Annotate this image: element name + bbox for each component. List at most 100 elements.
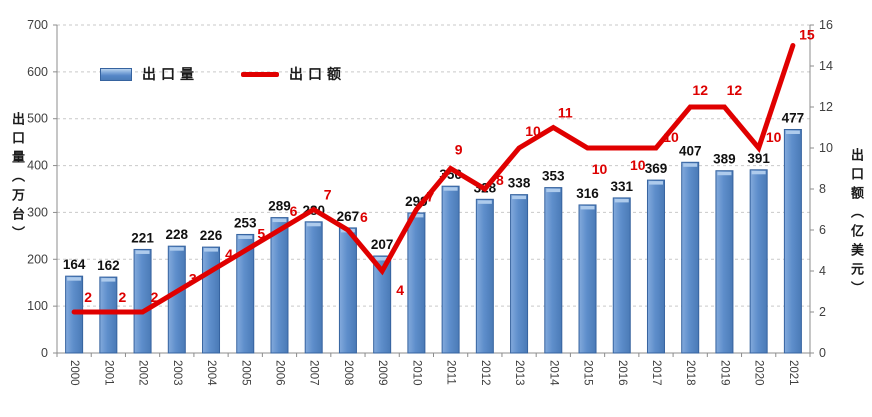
- svg-text:2000: 2000: [68, 360, 80, 386]
- line-series: [71, 43, 796, 315]
- svg-text:5: 5: [257, 226, 265, 242]
- bar-top-highlight: [477, 200, 492, 204]
- bar-top-highlight: [101, 278, 116, 282]
- bar-top-highlight: [204, 248, 219, 252]
- bar-top-highlight: [135, 250, 150, 254]
- bar: [783, 128, 802, 354]
- bar: [236, 233, 255, 354]
- svg-text:4: 4: [396, 282, 404, 298]
- bar-top-highlight: [409, 213, 424, 218]
- bar: [304, 221, 323, 354]
- svg-text:600: 600: [27, 65, 48, 79]
- svg-text:164: 164: [63, 257, 86, 272]
- svg-text:389: 389: [713, 152, 736, 167]
- bar-top-highlight: [375, 257, 390, 261]
- svg-text:10: 10: [819, 141, 833, 155]
- svg-text:353: 353: [542, 169, 565, 184]
- bar: [202, 246, 221, 354]
- svg-text:0: 0: [819, 346, 826, 360]
- bar: [441, 185, 460, 354]
- svg-text:16: 16: [819, 18, 833, 32]
- svg-text:2010: 2010: [410, 360, 422, 386]
- svg-text:2019: 2019: [718, 360, 730, 386]
- svg-text:2009: 2009: [376, 360, 388, 386]
- bar-top-highlight: [580, 205, 595, 210]
- svg-text:2001: 2001: [102, 360, 114, 386]
- svg-text:10: 10: [766, 129, 782, 145]
- bar: [578, 204, 597, 354]
- bar-top-highlight: [614, 198, 629, 203]
- svg-text:477: 477: [782, 110, 805, 125]
- svg-text:369: 369: [645, 161, 668, 176]
- bar: [510, 194, 529, 354]
- svg-text:4: 4: [225, 246, 233, 262]
- svg-text:2014: 2014: [547, 360, 559, 386]
- svg-text:4: 4: [819, 264, 826, 278]
- svg-text:400: 400: [27, 159, 48, 173]
- svg-text:162: 162: [97, 258, 120, 273]
- bar-top-highlight: [238, 235, 253, 239]
- svg-text:2012: 2012: [479, 360, 491, 386]
- svg-text:0: 0: [41, 346, 48, 360]
- svg-text:2: 2: [819, 305, 826, 319]
- bar-top-highlight: [683, 163, 698, 167]
- svg-text:391: 391: [747, 151, 770, 166]
- svg-text:253: 253: [234, 215, 257, 230]
- legend-line-label: 出口额: [289, 66, 346, 82]
- bar-series-swatch-icon: [100, 67, 132, 81]
- bar: [133, 248, 152, 354]
- svg-text:289: 289: [268, 199, 291, 214]
- bar-top-highlight: [512, 195, 527, 200]
- svg-text:2015: 2015: [582, 360, 594, 386]
- svg-text:407: 407: [679, 143, 702, 158]
- bar: [407, 212, 426, 354]
- x-axis-year-labels: 2000 2001 2002 2003 2004 2005 2006 2007 2008 2009…: [68, 360, 799, 386]
- bar: [612, 197, 631, 354]
- svg-text:500: 500: [27, 112, 48, 126]
- bar: [475, 198, 494, 354]
- bar-top-highlight: [785, 130, 800, 134]
- svg-text:2008: 2008: [342, 360, 354, 386]
- svg-text:207: 207: [371, 237, 394, 252]
- bar-series: [65, 128, 802, 354]
- line-value-labels: 2 2 2 3 4 5 6 7 6 4 7 9 8 10 11 10 10 10 12 12 10 15: [84, 27, 815, 306]
- bar: [65, 275, 84, 354]
- svg-text:2: 2: [118, 289, 126, 305]
- bar: [99, 276, 118, 354]
- svg-text:2021: 2021: [787, 360, 799, 386]
- svg-text:12: 12: [692, 82, 708, 98]
- bar-top-highlight: [306, 222, 321, 227]
- svg-text:6: 6: [819, 223, 826, 237]
- svg-text:6: 6: [360, 209, 368, 225]
- svg-text:7: 7: [426, 189, 434, 205]
- bar: [167, 245, 186, 354]
- svg-text:2016: 2016: [616, 360, 628, 386]
- right-axis-title: 出口额（亿美元）: [849, 148, 864, 300]
- svg-text:2: 2: [84, 289, 92, 305]
- svg-text:2013: 2013: [513, 360, 525, 386]
- svg-text:6: 6: [290, 203, 298, 219]
- svg-text:2020: 2020: [753, 360, 765, 386]
- svg-text:2: 2: [151, 289, 159, 305]
- svg-text:11: 11: [558, 105, 573, 121]
- svg-text:228: 228: [166, 227, 189, 242]
- svg-text:221: 221: [131, 230, 154, 245]
- svg-text:316: 316: [576, 186, 599, 201]
- bar: [544, 187, 563, 354]
- bar: [715, 170, 734, 354]
- svg-text:7: 7: [324, 187, 332, 203]
- svg-text:2017: 2017: [650, 360, 662, 386]
- svg-text:2011: 2011: [445, 360, 457, 385]
- svg-text:9: 9: [455, 142, 463, 158]
- svg-text:2004: 2004: [205, 360, 217, 386]
- svg-text:14: 14: [819, 59, 833, 73]
- svg-text:10: 10: [592, 161, 608, 177]
- svg-text:700: 700: [27, 18, 48, 32]
- svg-text:12: 12: [819, 100, 833, 114]
- axis-tick-labels: 0 100 200 300 400 500 600 700 0 2 4 6 8 10 12 14 16: [27, 18, 833, 360]
- bar-top-highlight: [169, 247, 184, 251]
- legend-bar-label: 出口量: [142, 66, 199, 82]
- svg-text:2006: 2006: [273, 360, 285, 386]
